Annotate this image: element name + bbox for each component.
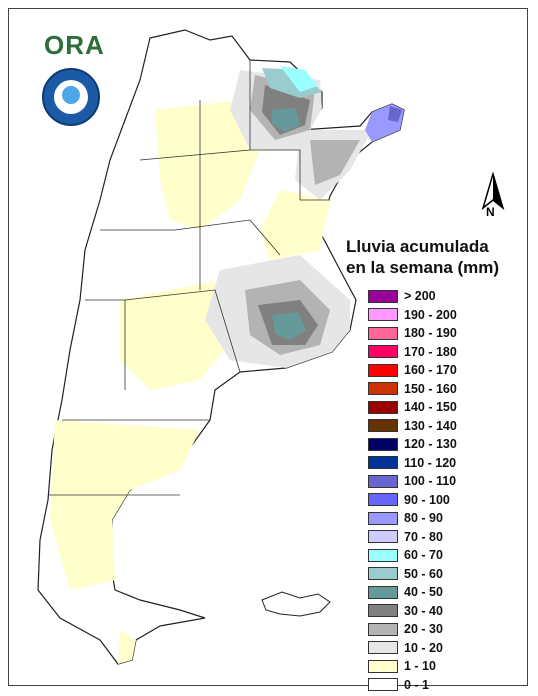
legend-item: 40 - 50: [368, 583, 457, 602]
province-boundaries: [48, 60, 330, 496]
legend-item: 70 - 80: [368, 528, 457, 547]
legend-label: 190 - 200: [404, 307, 457, 322]
legend-swatch: [368, 641, 398, 655]
legend-label: 100 - 110: [404, 474, 457, 489]
legend-swatch: [368, 659, 398, 673]
legend-item: > 200: [368, 287, 457, 306]
legend-item: 180 - 190: [368, 324, 457, 343]
rain-zone-50-60-ne: [262, 68, 322, 98]
legend-swatch: [368, 678, 398, 692]
legend-swatch: [368, 326, 398, 340]
legend-item: 190 - 200: [368, 306, 457, 325]
malvinas-islands: [261, 591, 331, 617]
legend-swatch: [368, 622, 398, 636]
legend-swatch: [368, 493, 398, 507]
legend-swatch: [368, 567, 398, 581]
legend-label: 20 - 30: [404, 622, 443, 637]
legend-swatch: [368, 345, 398, 359]
legend-swatch: [368, 437, 398, 451]
legend-label: > 200: [404, 289, 436, 304]
legend-item: 130 - 140: [368, 417, 457, 436]
legend-label: 30 - 40: [404, 603, 443, 618]
legend-swatch: [368, 363, 398, 377]
north-arrow-icon: [481, 172, 505, 211]
legend-item: 0 - 1: [368, 676, 457, 695]
rain-zone-1-10-tierra: [118, 630, 136, 664]
legend-label: 1 - 10: [404, 659, 436, 674]
legend-swatch: [368, 456, 398, 470]
rain-zone-20-30-litoral: [310, 140, 360, 185]
legend-label: 10 - 20: [404, 640, 443, 655]
legend-title: Lluvia acumulada en la semana (mm): [346, 236, 499, 278]
legend-swatch: [368, 308, 398, 322]
legend-label: 180 - 190: [404, 326, 457, 341]
legend-swatch: [368, 511, 398, 525]
legend-swatch: [368, 604, 398, 618]
legend-label: 40 - 50: [404, 585, 443, 600]
legend-item: 110 - 120: [368, 454, 457, 473]
legend-item: 150 - 160: [368, 380, 457, 399]
north-label: N: [486, 205, 495, 219]
legend-label: 170 - 180: [404, 344, 457, 359]
legend-swatch: [368, 400, 398, 414]
rain-zone-1-10-south: [50, 420, 200, 590]
legend-label: 160 - 170: [404, 363, 457, 378]
legend-label: 0 - 1: [404, 677, 430, 692]
legend-item: 1 - 10: [368, 657, 457, 676]
rain-zone-1-10-north: [155, 100, 260, 230]
legend-label: 140 - 150: [404, 400, 457, 415]
legend-item: 160 - 170: [368, 361, 457, 380]
legend-swatch: [368, 289, 398, 303]
legend-swatch: [368, 585, 398, 599]
legend-swatch: [368, 419, 398, 433]
legend-item: 120 - 130: [368, 435, 457, 454]
legend-item: 140 - 150: [368, 398, 457, 417]
ora-logo: ORA: [44, 30, 105, 60]
smn-seal-logo: [42, 68, 100, 126]
legend-label: 60 - 70: [404, 548, 443, 563]
legend-swatch: [368, 530, 398, 544]
legend-swatch: [368, 382, 398, 396]
legend-item: 20 - 30: [368, 620, 457, 639]
rain-zone-misiones-core: [388, 106, 402, 122]
legend-label: 50 - 60: [404, 566, 443, 581]
legend-item: 60 - 70: [368, 546, 457, 565]
legend-item: 10 - 20: [368, 639, 457, 658]
legend-label: 70 - 80: [404, 529, 443, 544]
rain-zone-40-50-pampa: [272, 312, 306, 340]
legend-title-line1: Lluvia acumulada: [346, 237, 489, 256]
legend-item: 170 - 180: [368, 343, 457, 362]
legend-item: 50 - 60: [368, 565, 457, 584]
legend-swatch: [368, 548, 398, 562]
rain-zone-1-10-east: [260, 190, 330, 260]
legend-label: 110 - 120: [404, 455, 457, 470]
legend-label: 130 - 140: [404, 418, 457, 433]
legend-item: 100 - 110: [368, 472, 457, 491]
legend-label: 150 - 160: [404, 381, 457, 396]
legend-label: 90 - 100: [404, 492, 450, 507]
legend: > 200 190 - 200 180 - 190 170 - 180 160 - 17…: [368, 287, 457, 694]
legend-item: 90 - 100: [368, 491, 457, 510]
rain-zone-60-70-ne: [280, 66, 318, 92]
legend-item: 30 - 40: [368, 602, 457, 621]
legend-label: 120 - 130: [404, 437, 457, 452]
legend-label: 80 - 90: [404, 511, 443, 526]
legend-title-line2: en la semana (mm): [346, 258, 500, 277]
legend-swatch: [368, 474, 398, 488]
legend-item: 80 - 90: [368, 509, 457, 528]
rain-zone-40-50-ne: [272, 108, 300, 132]
